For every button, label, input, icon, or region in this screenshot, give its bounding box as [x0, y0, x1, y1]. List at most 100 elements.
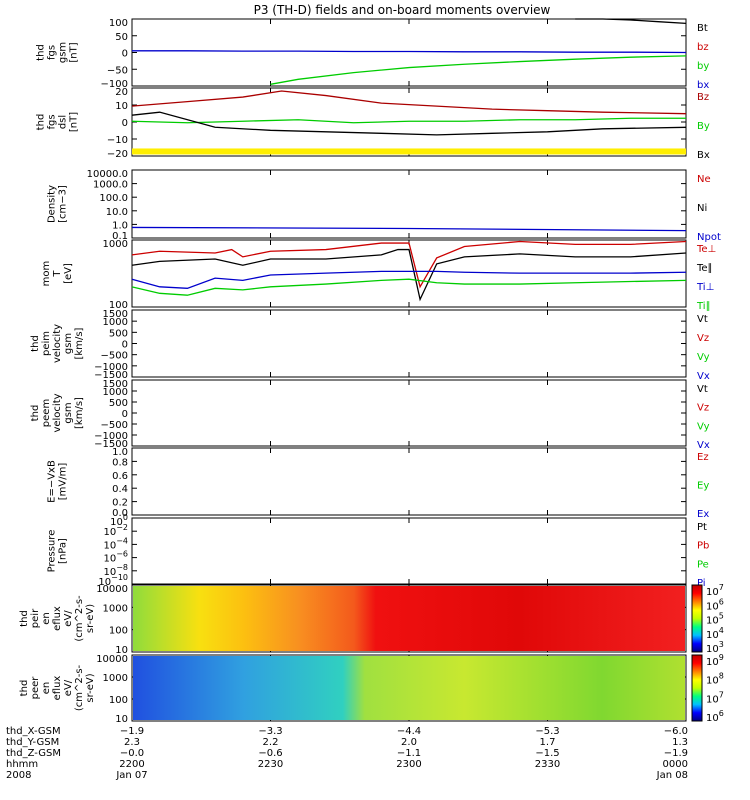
legend-Pe: Pe	[697, 559, 709, 570]
quality-flag-band	[132, 148, 686, 155]
colorbar-tick-label: 106	[706, 597, 724, 612]
panel-frame	[131, 379, 687, 447]
legend-Te⊥: Te⊥	[696, 244, 716, 255]
y-tick-label: −1000	[94, 362, 128, 373]
colorbar	[691, 654, 703, 722]
x-axis-value: 2.0	[401, 737, 417, 748]
x-axis-value: −1.5	[535, 748, 559, 759]
legend-Te∥: Te∥	[696, 263, 713, 274]
legend-Vy: Vy	[697, 421, 710, 432]
colorbar-tick-label: 107	[706, 583, 724, 598]
y-tick-label: 1000	[103, 603, 128, 614]
x-axis-value: −3.3	[258, 726, 282, 737]
y-tick-label: 20	[115, 87, 128, 98]
panel-peer-energy-spectrogram: 10000 1000 100 10 thdpeerenefluxeV/(cm^2-s-s…	[19, 653, 724, 725]
y-tick-label: 1.0	[112, 447, 128, 458]
legend-Npot: Npot	[697, 232, 721, 243]
spectrogram-image	[133, 656, 685, 720]
y-tick-label: 100	[109, 626, 128, 637]
x-axis-value: −1.9	[120, 726, 144, 737]
series-Ti⊥	[131, 270, 687, 289]
spectrogram-image	[133, 586, 685, 651]
y-tick-label: 10000	[96, 584, 128, 595]
y-tick-label: 1000.0	[93, 180, 128, 191]
series-Bz	[131, 90, 687, 115]
y-axis-label: thdpeimvelocitygsm[km/s]	[30, 324, 85, 363]
legend-Ne: Ne	[697, 174, 711, 185]
legend-Vx: Vx	[697, 371, 710, 382]
series-Bx	[131, 111, 687, 136]
legend-bz: bz	[697, 42, 709, 53]
y-tick-label: 100	[109, 300, 128, 311]
y-tick-label: 10	[115, 714, 128, 725]
y-tick-label: 100.0	[99, 193, 128, 204]
colorbar-tick-label: 107	[706, 690, 724, 705]
x-axis-value: 2200	[119, 759, 144, 770]
y-tick-label: 10	[115, 645, 128, 656]
x-axis-value: −6.0	[664, 726, 688, 737]
y-axis-label: thdfgsdsl[nT]	[36, 112, 80, 132]
y-tick-label: 100	[110, 513, 128, 528]
x-axis-value: 0000	[663, 759, 688, 770]
x-axis-row-label: thd_X-GSM	[6, 726, 61, 737]
x-axis-value: −4.4	[397, 726, 421, 737]
y-tick-label: 10000.0	[87, 169, 128, 180]
panel-fgs-gsm-mag: 100 50 0 −50 −100 thdfgsgsm[nT] Bt bz by bx	[36, 18, 710, 91]
y-tick-label: 10−8	[103, 563, 128, 578]
legend-Vt: Vt	[697, 384, 708, 395]
panel-frame	[131, 309, 687, 378]
panel-frame	[131, 517, 687, 585]
legend-Bt: Bt	[697, 23, 708, 34]
legend-by: by	[697, 61, 709, 72]
x-axis-value: 2.3	[124, 737, 140, 748]
y-tick-label: −500	[101, 351, 128, 362]
x-axis-row-label: hhmm	[6, 759, 38, 770]
legend-Vx: Vx	[697, 440, 710, 451]
x-axis-value: −5.3	[535, 726, 559, 737]
legend-Vz: Vz	[697, 403, 709, 414]
y-tick-label: −20	[107, 149, 128, 160]
y-axis-label: E=−VxB[mV/m]	[47, 460, 69, 503]
x-axis-row-label: thd_Y-GSM	[6, 737, 59, 748]
panel-fgs-dsl-mag: 20 10 0 −10 −20 thdfgsdsl[nT] Bz By Bx	[36, 87, 710, 161]
legend-Vz: Vz	[697, 333, 709, 344]
y-tick-label: 10.0	[106, 207, 128, 218]
series-Npot	[131, 226, 687, 232]
y-tick-label: 500	[109, 398, 128, 409]
y-tick-label: 1500	[103, 379, 128, 390]
x-axis-value: 1.7	[540, 737, 556, 748]
x-axis-value: 2330	[535, 759, 560, 770]
y-axis-label: Density[cm−3]	[47, 185, 69, 223]
y-tick-label: 10−6	[103, 550, 128, 565]
y-tick-label: 0.8	[112, 457, 128, 468]
x-axis-value: −1.1	[397, 748, 421, 759]
y-tick-label: 0.4	[112, 484, 128, 495]
y-tick-label: 0	[122, 409, 128, 420]
colorbar-tick-label: 106	[706, 709, 724, 724]
legend-Ti⊥: Ti⊥	[696, 282, 714, 293]
x-axis-value: 2.2	[263, 737, 279, 748]
y-tick-label: 10−4	[103, 536, 128, 551]
y-tick-label: 0.6	[112, 471, 128, 482]
series-by	[270, 55, 687, 85]
x-axis-value: 2300	[396, 759, 421, 770]
y-tick-label: 0.2	[112, 498, 128, 509]
series-Bt	[575, 18, 687, 25]
x-axis-value: Jan 08	[656, 770, 688, 781]
series-bx	[132, 50, 687, 54]
legend-bx: bx	[697, 80, 709, 91]
y-tick-label: 0	[122, 49, 128, 60]
y-tick-label: 1.0	[112, 220, 128, 231]
legend-Ni: Ni	[697, 203, 707, 214]
panel-frame	[131, 654, 687, 722]
colorbar-tick-label: 109	[706, 653, 724, 668]
y-axis-label: thdpeerenefluxeV/(cm^2-s-sr-eV)	[19, 664, 96, 711]
panel-e-field: 1.00.8 0.6 0.4 0.20.0 E=−VxB[mV/m] Ez Ey Ex	[47, 447, 710, 520]
legend-Vt: Vt	[697, 314, 708, 325]
legend-By: By	[697, 121, 710, 132]
y-tick-label: −1000	[94, 431, 128, 442]
y-tick-label: −100	[101, 79, 128, 90]
